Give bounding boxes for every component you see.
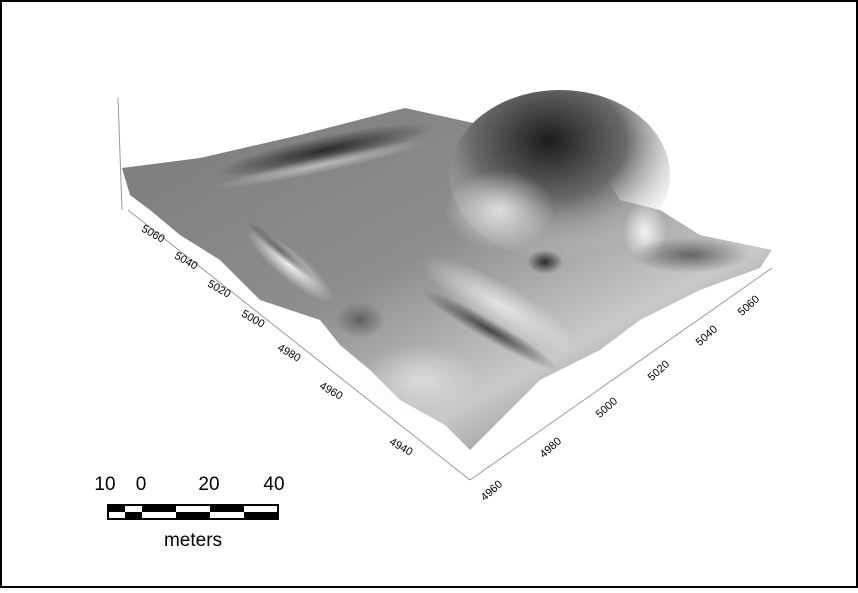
scale-unit: meters (164, 530, 222, 551)
scale-label: 40 (263, 474, 284, 495)
terrain-figure: 5060504050205000498049604940 49604980500… (0, 0, 858, 588)
scale-label: 20 (198, 474, 219, 495)
scale-bar (108, 505, 278, 519)
scale-label: 10 (94, 474, 115, 495)
scale-label: 0 (136, 474, 147, 495)
